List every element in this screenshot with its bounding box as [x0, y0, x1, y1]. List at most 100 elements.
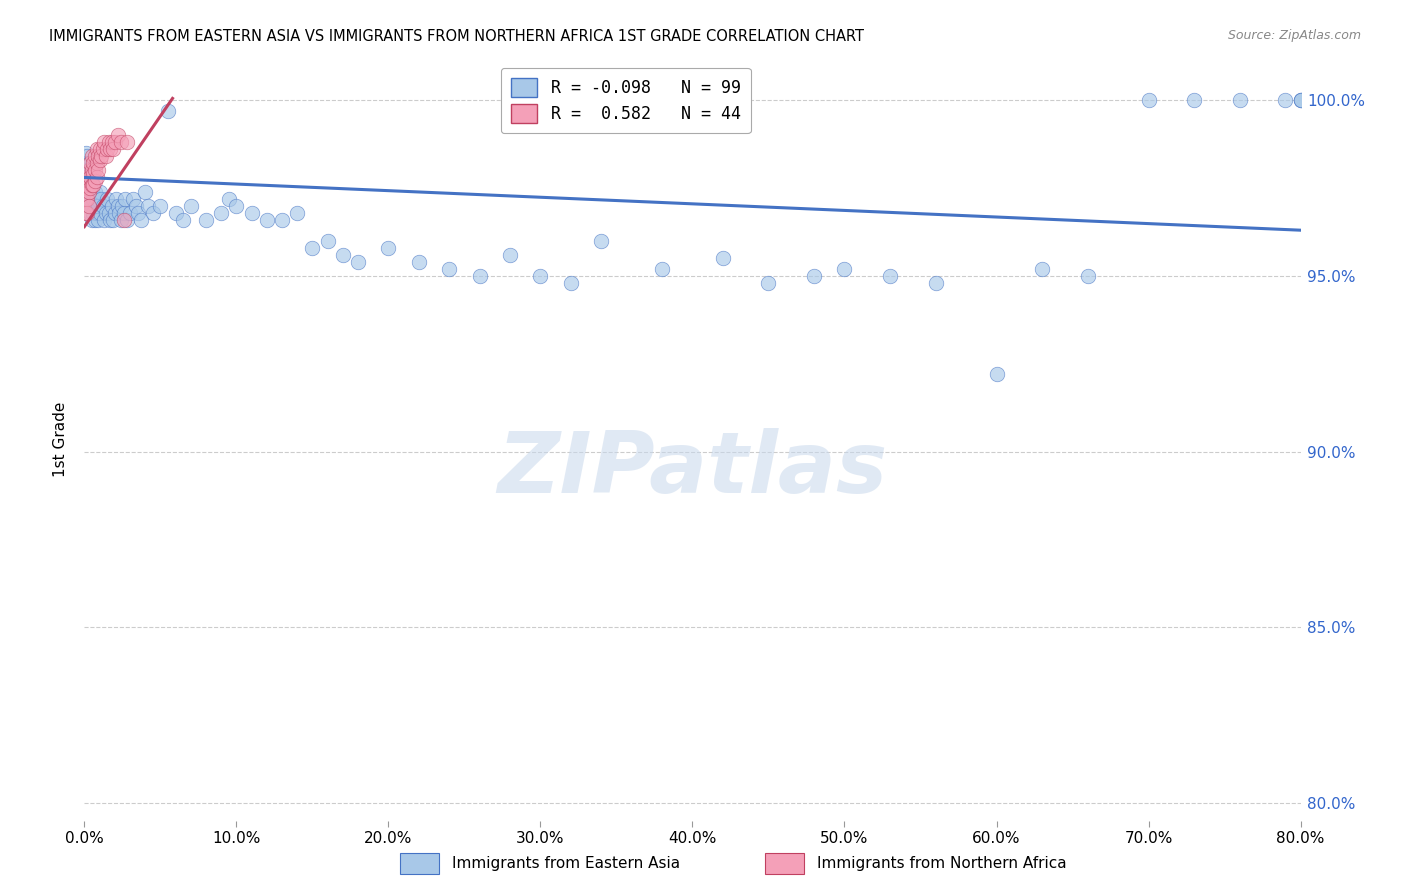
Point — [75, 156, 97, 170]
Point — [129, 212, 152, 227]
Point — [89, 205, 111, 219]
Point — [75, 170, 97, 185]
Point — [82, 178, 104, 192]
Point — [77, 174, 100, 188]
Point — [87, 198, 110, 212]
Point — [77, 198, 100, 212]
Point — [118, 205, 141, 219]
Point — [156, 103, 179, 118]
Point — [103, 142, 125, 156]
Point — [1289, 93, 1312, 107]
Text: Immigrants from Eastern Asia: Immigrants from Eastern Asia — [453, 856, 681, 871]
Point — [82, 205, 104, 219]
Point — [79, 170, 101, 185]
Point — [97, 136, 120, 150]
Point — [91, 142, 114, 156]
Point — [834, 261, 856, 276]
Point — [591, 234, 613, 248]
Point — [82, 192, 104, 206]
Point — [94, 149, 117, 163]
Point — [84, 212, 107, 227]
Point — [75, 205, 97, 219]
Point — [86, 205, 108, 219]
Point — [76, 170, 98, 185]
Point — [108, 205, 131, 219]
Point — [711, 252, 734, 266]
Point — [82, 167, 104, 181]
Point — [86, 192, 108, 206]
Text: Source: ZipAtlas.com: Source: ZipAtlas.com — [1227, 29, 1361, 42]
Point — [115, 136, 138, 150]
Point — [1077, 268, 1099, 283]
Point — [194, 212, 218, 227]
Point — [77, 181, 100, 195]
Point — [75, 181, 97, 195]
Point — [377, 241, 399, 255]
Point — [1289, 93, 1312, 107]
Point — [79, 192, 101, 206]
Point — [77, 185, 100, 199]
Point — [80, 212, 103, 227]
Point — [76, 163, 98, 178]
Point — [86, 142, 108, 156]
Point — [80, 198, 103, 212]
Point — [77, 156, 100, 170]
Point — [80, 185, 103, 199]
Point — [84, 174, 107, 188]
Point — [75, 145, 97, 160]
Legend: R = -0.098   N = 99, R =  0.582   N = 44: R = -0.098 N = 99, R = 0.582 N = 44 — [501, 68, 751, 133]
Point — [112, 212, 135, 227]
Point — [94, 205, 117, 219]
Point — [104, 205, 127, 219]
Point — [285, 205, 308, 219]
Point — [803, 268, 825, 283]
Point — [122, 192, 145, 206]
Point — [240, 205, 263, 219]
Point — [84, 149, 107, 163]
Point — [134, 185, 156, 199]
Point — [98, 212, 121, 227]
Point — [127, 205, 149, 219]
Point — [316, 234, 339, 248]
Point — [89, 142, 111, 156]
Text: Immigrants from Northern Africa: Immigrants from Northern Africa — [817, 856, 1067, 871]
Point — [86, 156, 108, 170]
Point — [77, 163, 100, 178]
Point — [1182, 93, 1205, 107]
Text: IMMIGRANTS FROM EASTERN ASIA VS IMMIGRANTS FROM NORTHERN AFRICA 1ST GRADE CORREL: IMMIGRANTS FROM EASTERN ASIA VS IMMIGRAN… — [49, 29, 865, 44]
Point — [84, 198, 107, 212]
Point — [100, 136, 122, 150]
Point — [77, 198, 100, 212]
Point — [136, 198, 159, 212]
Point — [97, 205, 120, 219]
Point — [98, 142, 121, 156]
Point — [115, 212, 138, 227]
Point — [112, 205, 135, 219]
Point — [149, 198, 172, 212]
Y-axis label: 1st Grade: 1st Grade — [53, 401, 69, 477]
Point — [91, 198, 114, 212]
Point — [256, 212, 278, 227]
Point — [100, 198, 122, 212]
Point — [347, 255, 370, 269]
Point — [1274, 93, 1296, 107]
Point — [529, 268, 551, 283]
Point — [439, 261, 461, 276]
Point — [82, 178, 104, 192]
Point — [77, 170, 100, 185]
Point — [879, 268, 901, 283]
Point — [80, 163, 103, 178]
Point — [80, 170, 103, 185]
Point — [96, 142, 118, 156]
Point — [79, 178, 101, 192]
Point — [1289, 93, 1312, 107]
Point — [80, 178, 103, 192]
Point — [1031, 261, 1053, 276]
Point — [87, 212, 110, 227]
Point — [79, 156, 101, 170]
Point — [107, 198, 129, 212]
Point — [76, 149, 98, 163]
Point — [408, 255, 430, 269]
Point — [89, 185, 111, 199]
Text: ZIPatlas: ZIPatlas — [498, 428, 887, 511]
